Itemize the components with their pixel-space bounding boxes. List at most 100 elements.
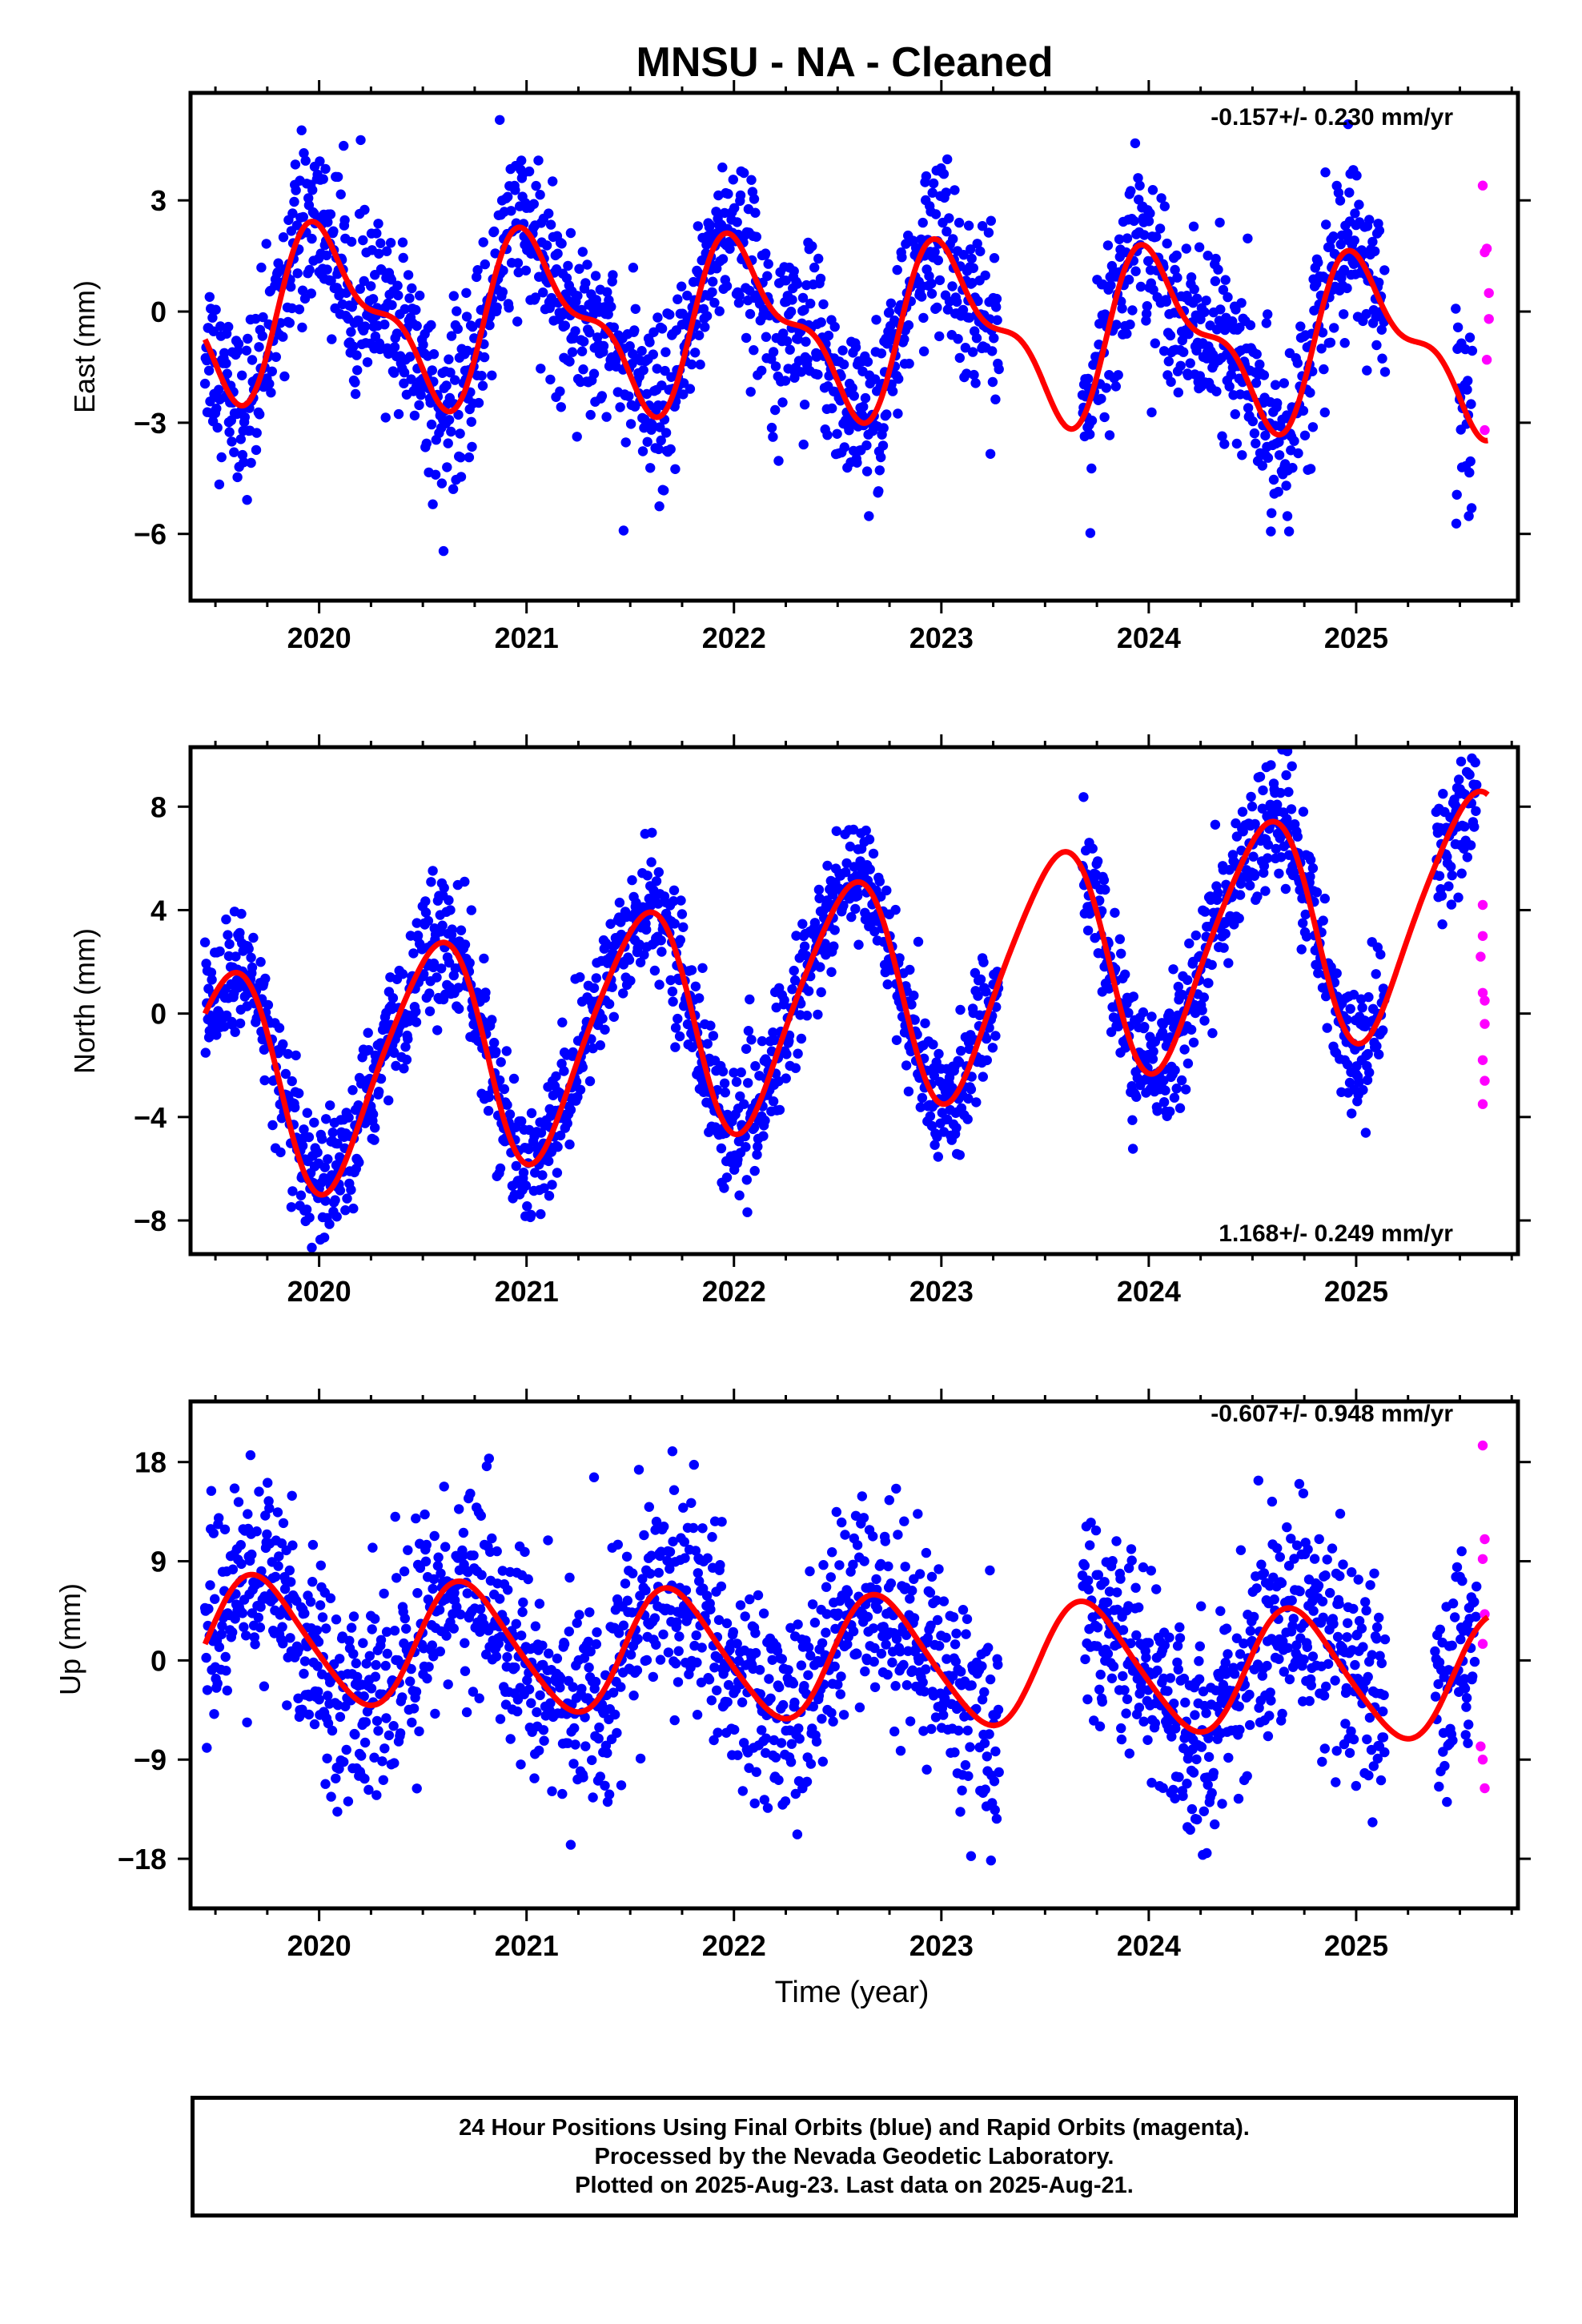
east-final-point <box>441 380 452 391</box>
up-final-point <box>539 1735 549 1746</box>
east-final-point <box>1452 489 1462 500</box>
north-final-point <box>1257 803 1268 814</box>
north-final-point <box>1283 786 1294 798</box>
up-final-point <box>905 1594 915 1604</box>
east-final-point <box>588 368 600 379</box>
east-final-point <box>489 226 500 237</box>
east-final-point <box>393 290 404 301</box>
up-final-point <box>753 1590 764 1601</box>
east-final-point <box>1211 386 1222 396</box>
east-final-point <box>538 287 548 298</box>
east-final-point <box>864 511 874 521</box>
north-final-point <box>796 1033 807 1044</box>
east-final-point <box>918 346 930 356</box>
east-final-point <box>585 409 596 420</box>
east-final-point <box>1261 318 1272 328</box>
east-final-point <box>464 452 475 463</box>
east-final-point <box>548 176 558 187</box>
up-final-point <box>785 1622 796 1634</box>
north-final-point <box>676 895 686 906</box>
east-final-point <box>926 278 937 289</box>
east-final-point <box>531 180 541 191</box>
east-final-point <box>1263 452 1274 463</box>
north-final-point <box>1248 851 1259 862</box>
north-final-point <box>1235 879 1247 889</box>
east-final-point <box>264 379 275 389</box>
north-final-point <box>1436 891 1447 901</box>
east-final-point <box>980 270 990 281</box>
east-final-point <box>1189 284 1199 295</box>
east-final-point <box>1325 337 1336 348</box>
up-final-point <box>600 1740 612 1751</box>
north-final-point <box>951 1123 962 1133</box>
north-final-point <box>343 1112 354 1123</box>
east-final-point <box>757 365 767 376</box>
up-final-point <box>441 1630 452 1641</box>
up-final-point <box>433 1552 444 1562</box>
east-final-point <box>257 331 267 341</box>
east-rapid-point <box>1477 180 1488 191</box>
up-final-point <box>356 1751 367 1761</box>
north-final-point <box>1131 1092 1142 1102</box>
up-final-point <box>917 1677 928 1687</box>
up-final-point <box>834 1560 845 1570</box>
up-final-point <box>389 1626 400 1636</box>
north-final-point <box>813 884 825 895</box>
east-final-point <box>761 248 771 259</box>
up-final-point <box>460 1638 470 1648</box>
east-final-point <box>355 135 366 146</box>
up-final-point <box>621 1551 632 1562</box>
up-final-point <box>360 1717 371 1727</box>
east-final-point <box>355 283 365 294</box>
north-final-point <box>1169 1092 1180 1103</box>
east-x-tick-label: 2025 <box>1324 621 1388 654</box>
north-final-point <box>677 909 688 919</box>
north-y-tick-label: −4 <box>134 1101 167 1134</box>
east-final-point <box>1251 378 1262 388</box>
up-final-point <box>801 1776 813 1787</box>
north-final-point <box>403 1034 413 1044</box>
east-final-point <box>967 347 978 357</box>
east-final-point <box>381 246 392 256</box>
up-final-point <box>842 1639 853 1650</box>
north-final-point <box>369 1135 379 1145</box>
up-final-point <box>792 1829 803 1839</box>
up-final-point <box>294 1643 304 1654</box>
north-final-point <box>741 1043 752 1055</box>
east-final-point <box>580 278 591 288</box>
up-final-point <box>495 1714 506 1724</box>
east-final-point <box>903 320 914 331</box>
up-final-point <box>709 1663 720 1673</box>
up-final-point <box>367 1542 378 1553</box>
north-final-point <box>1191 930 1202 941</box>
east-rapid-point <box>1480 424 1490 436</box>
east-final-point <box>503 191 513 202</box>
east-final-point <box>878 423 889 433</box>
north-final-point <box>653 866 664 878</box>
east-final-point <box>1374 277 1384 287</box>
up-final-point <box>222 1685 232 1696</box>
north-final-point <box>829 941 839 951</box>
east-final-point <box>352 365 363 376</box>
up-final-point <box>569 1723 580 1734</box>
up-final-point <box>468 1550 479 1561</box>
east-final-point <box>536 364 546 374</box>
east-final-point <box>1237 450 1247 460</box>
up-final-point <box>817 1714 827 1724</box>
east-final-point <box>930 247 940 257</box>
up-final-point <box>882 1670 893 1680</box>
north-final-point <box>248 932 259 943</box>
east-final-point <box>665 309 675 320</box>
east-final-point <box>721 281 733 292</box>
north-final-point <box>304 1212 315 1223</box>
up-final-point <box>331 1773 341 1783</box>
north-final-point <box>749 1165 760 1176</box>
east-final-point <box>246 457 256 468</box>
east-final-point <box>1367 236 1378 247</box>
east-final-point <box>211 403 222 414</box>
north-final-point <box>432 1025 443 1035</box>
east-final-point <box>1231 438 1243 449</box>
north-final-point <box>803 986 814 996</box>
east-final-point <box>406 374 416 384</box>
